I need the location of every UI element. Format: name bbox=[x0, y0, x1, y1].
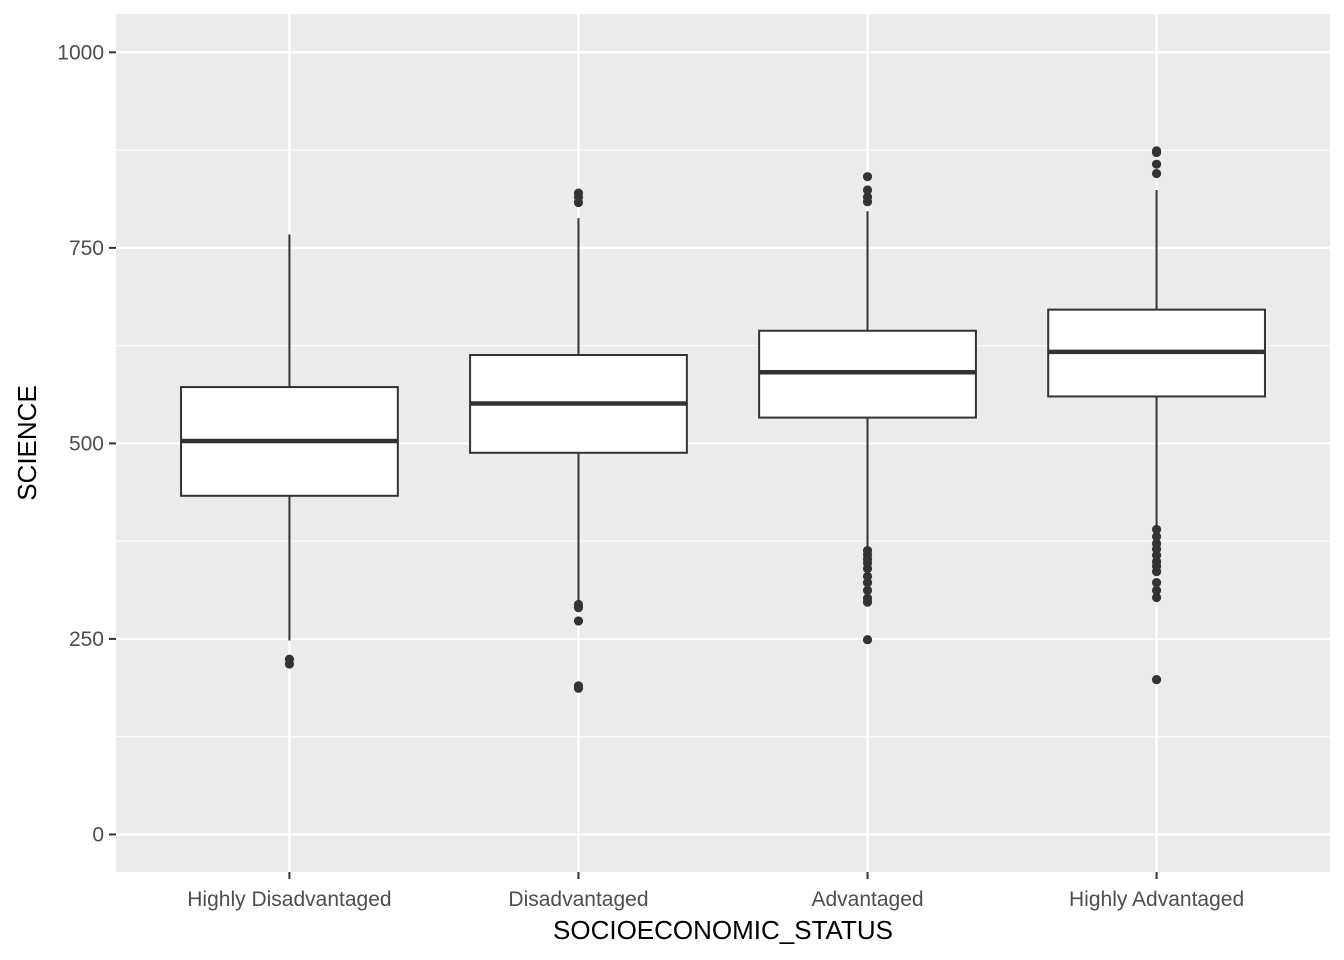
box-1 bbox=[180, 234, 399, 669]
box-4 bbox=[1047, 146, 1266, 685]
x-tick-label: Advantaged bbox=[811, 888, 923, 911]
y-tick-label: 0 bbox=[92, 823, 104, 846]
box-3 bbox=[758, 172, 977, 645]
outlier-point bbox=[284, 654, 295, 664]
outlier-point bbox=[862, 185, 873, 195]
y-tick-label: 1000 bbox=[57, 41, 104, 64]
x-tick-label: Disadvantaged bbox=[508, 888, 648, 911]
outlier-point bbox=[862, 635, 873, 645]
y-tick-label: 250 bbox=[69, 628, 104, 651]
x-axis-title: SOCIOECONOMIC_STATUS bbox=[553, 915, 893, 945]
outlier-point bbox=[573, 616, 584, 626]
outlier-point bbox=[1151, 146, 1162, 156]
y-tick-label: 500 bbox=[69, 432, 104, 455]
outlier-point bbox=[1151, 524, 1162, 535]
outlier-point bbox=[1151, 578, 1162, 588]
outlier-point bbox=[1151, 538, 1162, 549]
outlier-point bbox=[1151, 585, 1162, 596]
outlier-point bbox=[1151, 168, 1162, 179]
outlier-point bbox=[573, 681, 584, 691]
outlier-point bbox=[1151, 592, 1162, 603]
outlier-point bbox=[862, 571, 873, 581]
outlier-point bbox=[862, 545, 873, 556]
y-axis: 0 250 500 750 1000 bbox=[57, 41, 116, 846]
boxes bbox=[180, 146, 1266, 693]
y-tick-label: 750 bbox=[69, 237, 104, 260]
outlier-point bbox=[1151, 674, 1162, 685]
x-axis: Highly Disadvantaged Disadvantaged Advanta… bbox=[187, 872, 1244, 911]
outlier-point bbox=[862, 192, 873, 202]
x-tick-label: Highly Advantaged bbox=[1069, 888, 1244, 911]
y-axis-title: SCIENCE bbox=[12, 385, 42, 501]
outlier-point bbox=[1151, 159, 1162, 169]
outlier-point bbox=[573, 599, 584, 610]
outlier-point bbox=[1151, 531, 1162, 542]
outlier-point bbox=[862, 593, 873, 603]
outlier-point bbox=[862, 172, 873, 182]
outlier-point bbox=[862, 585, 873, 596]
outlier-point bbox=[573, 188, 584, 198]
x-tick-label: Highly Disadvantaged bbox=[187, 888, 391, 911]
box-2 bbox=[469, 188, 688, 693]
